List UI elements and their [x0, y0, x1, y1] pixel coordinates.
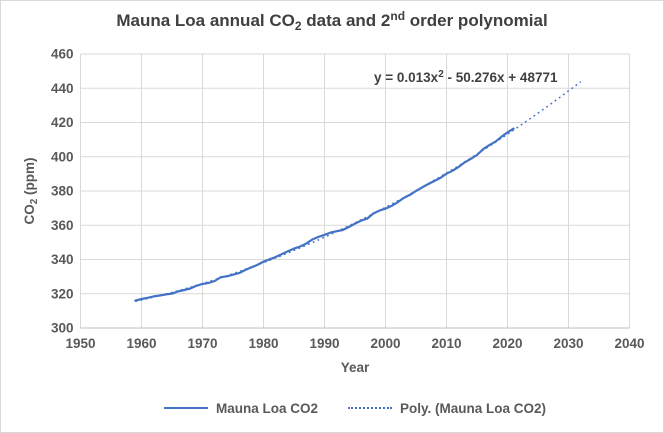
equation-superscript: 2 [438, 69, 444, 80]
legend-item-trendline: Poly. (Mauna Loa CO2) [348, 401, 546, 416]
y-tick-label: 340 [51, 252, 74, 267]
x-tick-label: 1990 [309, 336, 339, 351]
x-axis-title: Year [340, 360, 370, 375]
chart-title-subscript: 2 [294, 19, 302, 33]
legend-item-series: Mauna Loa CO2 [163, 400, 318, 416]
y-tick-label: 380 [51, 184, 74, 199]
co2-series-line [134, 127, 515, 302]
y-axis-title-text: (ppm) [22, 157, 37, 199]
x-tick-label: 2040 [614, 336, 644, 351]
solid-line-swatch [163, 407, 208, 409]
y-axis-title-subscript: 2 [29, 198, 40, 205]
y-tick-label: 360 [51, 218, 74, 233]
x-tick-label: 1980 [248, 336, 278, 351]
y-tick-label: 320 [51, 286, 74, 301]
y-axis-title-text: CO [22, 204, 37, 225]
chart-title-text: data and 2 [301, 11, 391, 30]
chart-title-text: order polynomial [405, 11, 548, 30]
y-tick-label: 460 [51, 47, 74, 62]
x-tick-label: 1960 [126, 336, 156, 351]
equation-text: - 50.276x + 48771 [443, 70, 558, 85]
x-tick-label: 2000 [370, 336, 400, 351]
trendline-equation-label: y = 0.013x2 - 50.276x + 48771 [374, 69, 557, 85]
y-tick-label: 420 [51, 115, 74, 130]
x-tick-label: 2030 [553, 336, 583, 351]
x-tick-label: 1970 [187, 336, 217, 351]
y-tick-label: 440 [51, 81, 74, 96]
legend-label-trendline: Poly. (Mauna Loa CO2) [400, 400, 547, 416]
x-tick-label: 1950 [65, 336, 95, 351]
chart-title: Mauna Loa annual CO2 data and 2nd order … [1, 9, 663, 33]
y-axis-title: CO2 (ppm) [22, 157, 40, 224]
y-tick-label: 400 [51, 149, 74, 164]
dotted-line-swatch [348, 407, 392, 409]
chart-title-text: Mauna Loa annual CO [116, 11, 295, 30]
equation-text: y = 0.013x [374, 70, 439, 85]
x-tick-label: 2010 [431, 336, 461, 351]
legend-label-series: Mauna Loa CO2 [215, 400, 318, 416]
x-tick-label: 2020 [492, 336, 522, 351]
chart-title-superscript: nd [390, 9, 406, 23]
y-tick-label: 300 [51, 321, 74, 336]
legend: Mauna Loa CO2 Poly. (Mauna Loa CO2) [80, 397, 630, 419]
